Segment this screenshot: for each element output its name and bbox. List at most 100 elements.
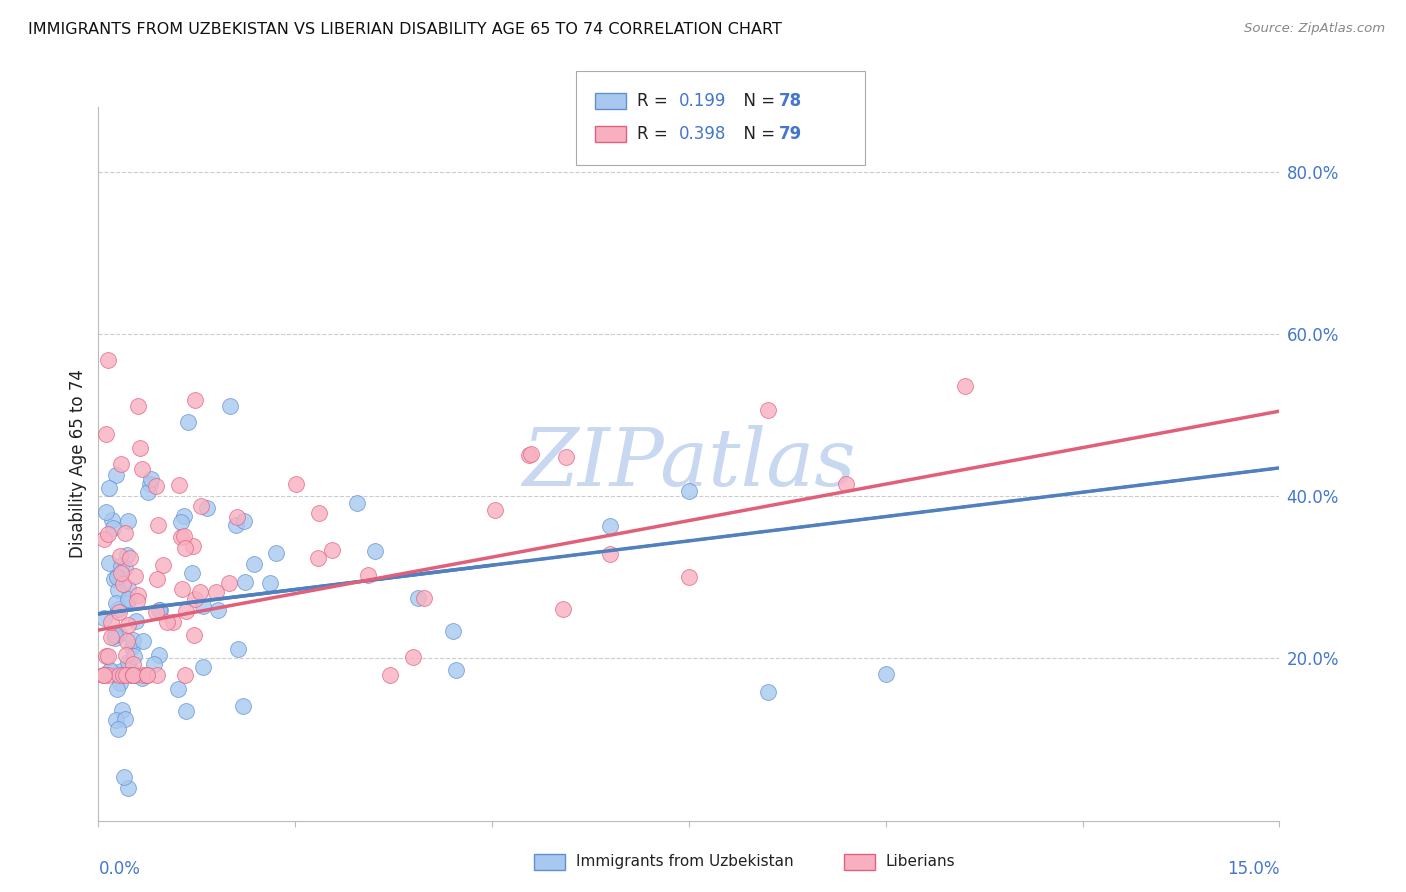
- Point: [103, 632, 125, 646]
- Point: [132, 667, 155, 681]
- Point: [105, 468, 128, 483]
- Point: [346, 496, 368, 510]
- Point: [103, 572, 125, 586]
- Point: [148, 648, 170, 662]
- Point: [114, 560, 136, 574]
- Point: [111, 667, 134, 681]
- Point: [149, 603, 172, 617]
- Point: [108, 605, 131, 619]
- Point: [953, 379, 976, 393]
- Point: [121, 640, 143, 655]
- Point: [105, 569, 128, 583]
- Point: [100, 664, 122, 678]
- Point: [173, 529, 195, 543]
- Point: [285, 477, 308, 491]
- Point: [105, 713, 128, 727]
- Point: [181, 540, 204, 554]
- Text: 78: 78: [779, 92, 801, 110]
- Point: [110, 457, 132, 471]
- Point: [107, 667, 129, 681]
- Point: [180, 566, 202, 581]
- Text: 0.398: 0.398: [679, 125, 727, 143]
- Point: [104, 628, 127, 642]
- Point: [205, 585, 228, 599]
- Point: [94, 506, 117, 520]
- Point: [124, 568, 146, 582]
- Point: [162, 615, 184, 629]
- Point: [100, 615, 122, 630]
- Point: [105, 570, 128, 584]
- Point: [228, 642, 250, 657]
- Point: [97, 527, 120, 541]
- Point: [118, 551, 141, 566]
- Point: [117, 618, 139, 632]
- Point: [97, 648, 120, 663]
- Point: [169, 478, 191, 492]
- Point: [139, 477, 162, 491]
- Point: [117, 514, 139, 528]
- Point: [678, 570, 700, 584]
- Point: [122, 649, 145, 664]
- Point: [152, 558, 174, 573]
- Point: [110, 566, 132, 581]
- Point: [110, 559, 132, 574]
- Point: [127, 588, 149, 602]
- Point: [117, 581, 139, 595]
- Point: [141, 472, 163, 486]
- Point: [132, 634, 155, 648]
- Point: [110, 665, 132, 679]
- Point: [117, 655, 139, 669]
- Text: 79: 79: [779, 125, 803, 143]
- Point: [174, 704, 197, 718]
- Point: [184, 592, 207, 607]
- Text: ZIPatlas: ZIPatlas: [522, 425, 856, 502]
- Point: [225, 517, 247, 532]
- Point: [173, 541, 195, 555]
- Point: [111, 577, 134, 591]
- Point: [170, 582, 193, 596]
- Text: Source: ZipAtlas.com: Source: ZipAtlas.com: [1244, 22, 1385, 36]
- Point: [100, 630, 122, 644]
- Point: [93, 667, 115, 681]
- Point: [125, 614, 148, 628]
- Point: [170, 515, 193, 529]
- Text: Immigrants from Uzbekistan: Immigrants from Uzbekistan: [576, 855, 794, 869]
- Point: [115, 548, 138, 562]
- Text: IMMIGRANTS FROM UZBEKISTAN VS LIBERIAN DISABILITY AGE 65 TO 74 CORRELATION CHART: IMMIGRANTS FROM UZBEKISTAN VS LIBERIAN D…: [28, 22, 782, 37]
- Point: [117, 659, 139, 673]
- Point: [357, 568, 380, 582]
- Point: [264, 546, 287, 560]
- Point: [97, 481, 120, 495]
- Point: [115, 667, 138, 681]
- Text: 15.0%: 15.0%: [1227, 860, 1279, 878]
- Text: 0.199: 0.199: [679, 92, 727, 110]
- Y-axis label: Disability Age 65 to 74: Disability Age 65 to 74: [69, 369, 87, 558]
- Point: [184, 392, 207, 407]
- Point: [114, 525, 136, 540]
- Point: [756, 684, 779, 698]
- Point: [117, 591, 139, 606]
- Point: [107, 723, 129, 737]
- Point: [218, 575, 240, 590]
- Point: [115, 648, 138, 663]
- Point: [156, 615, 179, 629]
- Point: [520, 447, 543, 461]
- Point: [91, 667, 114, 681]
- Text: N =: N =: [733, 125, 780, 143]
- Point: [114, 712, 136, 726]
- Point: [219, 399, 242, 413]
- Point: [120, 667, 142, 681]
- Point: [321, 543, 343, 558]
- Point: [378, 667, 401, 681]
- Point: [101, 521, 124, 535]
- Text: R =: R =: [637, 92, 673, 110]
- Point: [207, 603, 229, 617]
- Point: [108, 675, 131, 690]
- Point: [136, 667, 159, 681]
- Point: [243, 557, 266, 571]
- Point: [170, 530, 193, 544]
- Point: [195, 500, 218, 515]
- Point: [406, 591, 429, 605]
- Point: [93, 533, 115, 547]
- Text: Liberians: Liberians: [886, 855, 956, 869]
